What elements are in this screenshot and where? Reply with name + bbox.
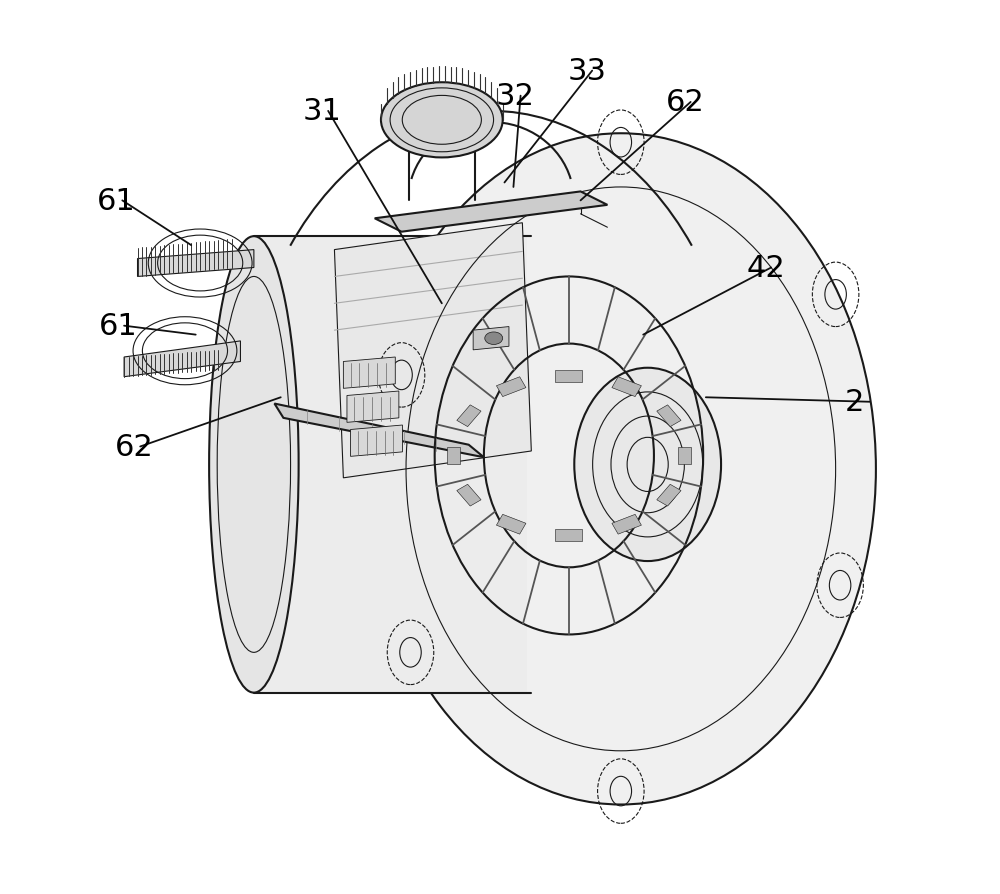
Polygon shape [447, 447, 460, 465]
Text: 33: 33 [567, 57, 606, 86]
Ellipse shape [209, 237, 299, 693]
Polygon shape [347, 392, 399, 423]
Text: 32: 32 [496, 82, 534, 111]
Polygon shape [351, 426, 402, 457]
Polygon shape [138, 250, 254, 277]
Ellipse shape [381, 83, 503, 158]
Polygon shape [678, 447, 691, 465]
Polygon shape [343, 358, 395, 389]
Polygon shape [254, 237, 527, 693]
Polygon shape [555, 529, 582, 542]
Polygon shape [612, 377, 641, 397]
Polygon shape [496, 515, 526, 535]
Polygon shape [555, 370, 582, 383]
Ellipse shape [485, 333, 503, 345]
Text: 61: 61 [97, 187, 136, 215]
Text: 2: 2 [845, 388, 864, 417]
Polygon shape [457, 405, 481, 427]
Polygon shape [457, 485, 481, 507]
Polygon shape [657, 485, 681, 507]
Polygon shape [496, 377, 526, 397]
Polygon shape [334, 224, 531, 478]
Ellipse shape [574, 368, 721, 561]
Text: 62: 62 [666, 89, 704, 117]
Text: 62: 62 [115, 433, 154, 461]
Polygon shape [274, 404, 484, 458]
Polygon shape [124, 342, 240, 377]
Polygon shape [657, 405, 681, 427]
Text: 61: 61 [99, 312, 138, 341]
Polygon shape [612, 515, 641, 535]
Polygon shape [375, 192, 607, 232]
Polygon shape [473, 327, 509, 350]
Text: 31: 31 [303, 97, 342, 126]
Ellipse shape [366, 134, 876, 805]
Text: 42: 42 [746, 254, 785, 283]
